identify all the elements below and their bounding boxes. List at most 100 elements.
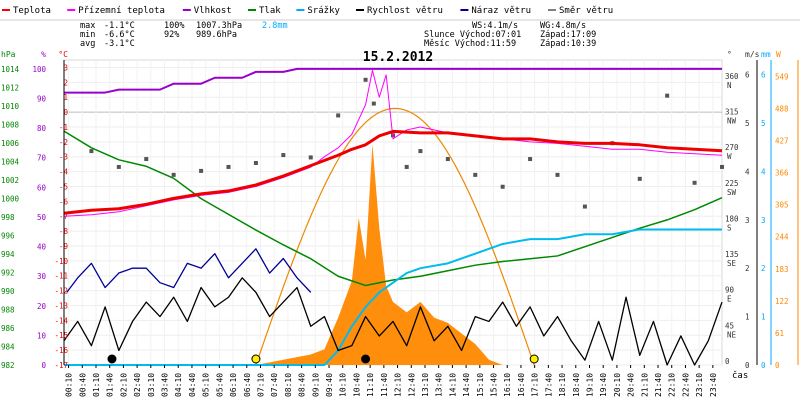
x-tick-label: 19:40: [599, 373, 608, 397]
x-tick-label: 01:10: [92, 373, 101, 397]
y-tick-label: -11: [54, 272, 68, 281]
y-tick-label: 244: [775, 233, 789, 242]
y-tick-label: 549: [775, 72, 789, 81]
y-tick-label: 100: [32, 65, 46, 74]
humidity-line: [64, 67, 722, 94]
y-tick-label: 996: [1, 232, 15, 241]
x-tick-label: 04:10: [174, 373, 183, 397]
x-tick-label: 22:40: [681, 373, 690, 397]
y-tick-label: 225: [725, 179, 739, 188]
x-tick-label: 16:40: [517, 373, 526, 397]
legend-label: Rychlost větru: [367, 6, 443, 16]
y-tick-label: 427: [775, 136, 789, 145]
direction-label: SW: [727, 188, 737, 197]
x-tick-label: 17:40: [544, 373, 553, 397]
y-tick-label: 60: [37, 183, 47, 192]
y-tick-label: 2: [745, 264, 750, 273]
direction-label: NW: [727, 116, 737, 125]
y-tick-label: -14: [54, 316, 68, 325]
x-tick-label: 11:10: [366, 373, 375, 397]
x-tick-label: 04:40: [188, 373, 197, 397]
stats-value: 92%: [164, 30, 179, 40]
y-tick-label: 135: [725, 250, 739, 259]
y-tick-label: 61: [775, 329, 784, 338]
y-tick-label: 0: [63, 108, 68, 117]
wind-direction-point: [445, 157, 450, 162]
y-tick-label: 40: [37, 243, 47, 252]
x-tick-label: 06:40: [243, 373, 252, 397]
y-tick-label: 984: [1, 343, 15, 352]
stats-value: -3.1°C: [104, 39, 135, 49]
stats-value: -1.1°C: [104, 21, 135, 31]
time-axis-label: čas: [732, 370, 748, 381]
x-tick-label: 23:10: [695, 373, 704, 397]
x-tick-label: 21:40: [654, 373, 663, 397]
y-tick-label: 360: [725, 72, 739, 81]
wind-direction-point: [692, 180, 697, 185]
x-tick-label: 20:40: [627, 373, 636, 397]
legend-label: Směr větru: [559, 6, 613, 16]
y-tick-label: 270: [725, 143, 739, 152]
y-tick-label: 1004: [1, 158, 20, 167]
stats-value: avg: [80, 39, 95, 49]
y-tick-label: 1014: [1, 65, 20, 74]
y-tick-label: 90: [725, 286, 735, 295]
y-tick-label: -12: [54, 287, 68, 296]
y-tick-label: 70: [37, 154, 47, 163]
y-tick-label: 1000: [1, 195, 20, 204]
legend-label: Teplota: [13, 6, 51, 16]
y-tick-label: 1: [745, 313, 750, 322]
direction-label: N: [727, 81, 732, 90]
legend-label: Přízemní teplota: [78, 6, 165, 16]
precipitation-line: [64, 228, 722, 366]
pressure-line: [63, 130, 723, 287]
x-tick-label: 07:10: [256, 373, 265, 397]
wind-direction-point: [199, 168, 204, 173]
x-tick-label: 17:10: [531, 373, 540, 397]
axis-title: hPa: [1, 50, 16, 59]
y-tick-label: 2: [761, 264, 766, 273]
stats-value: Západ:10:39: [540, 39, 596, 49]
wind-direction-point: [281, 153, 286, 158]
legend-label: Vlhkost: [194, 6, 232, 16]
y-tick-label: 1010: [1, 102, 20, 111]
x-tick-label: 03:10: [147, 373, 156, 397]
y-tick-label: 982: [1, 361, 15, 370]
x-tick-label: 08:10: [284, 373, 293, 397]
wind-direction-point: [665, 93, 670, 98]
stats-value: Západ:17:09: [540, 30, 596, 40]
x-tick-label: 15:10: [476, 373, 485, 397]
wind-direction-point: [226, 164, 231, 169]
x-tick-label: 05:10: [202, 373, 211, 397]
wind-direction-point: [308, 155, 313, 160]
x-tick-label: 12:10: [394, 373, 403, 397]
y-tick-label: 0: [745, 361, 750, 370]
axis-title: W: [776, 50, 781, 59]
direction-label: E: [727, 295, 732, 304]
x-tick-label: 00:40: [78, 373, 87, 397]
wind-direction-point: [89, 149, 94, 154]
x-tick-label: 10:10: [339, 373, 348, 397]
axis-title: m/s: [745, 50, 760, 59]
y-tick-label: 4: [761, 167, 766, 176]
x-tick-label: 06:10: [229, 373, 238, 397]
y-tick-label: 4: [745, 167, 750, 176]
legend-label: Tlak: [259, 6, 281, 16]
wind-direction-point: [637, 176, 642, 181]
y-tick-label: -2: [59, 138, 68, 147]
x-tick-label: 22:10: [668, 373, 677, 397]
y-tick-label: 90: [37, 94, 47, 103]
x-tick-label: 07:40: [270, 373, 279, 397]
y-tick-label: 1: [761, 313, 766, 322]
stats-value: max: [80, 21, 95, 31]
wind-direction-point: [171, 172, 176, 177]
y-tick-label: 3: [761, 216, 766, 225]
x-tick-label: 09:40: [325, 373, 334, 397]
y-tick-label: 0: [761, 361, 766, 370]
y-tick-label: 0: [775, 361, 780, 370]
x-tick-label: 13:40: [435, 373, 444, 397]
sun-marker: [529, 354, 539, 364]
temperature-line: [63, 129, 723, 215]
y-tick-label: -15: [54, 331, 68, 340]
stats-value: min: [80, 30, 95, 40]
